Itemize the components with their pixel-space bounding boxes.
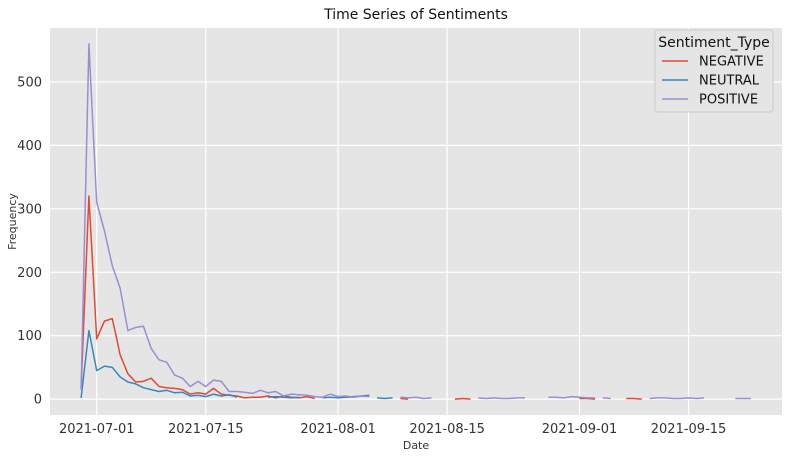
legend-item-negative: NEGATIVE bbox=[662, 55, 764, 70]
y-tick-label: 500 bbox=[17, 75, 42, 90]
legend: Sentiment_Type NEGATIVE NEUTRAL POSITIVE bbox=[654, 29, 774, 113]
x-tick-label: 2021-07-15 bbox=[168, 422, 244, 437]
series-line-negative bbox=[454, 397, 471, 400]
y-tick-label: 400 bbox=[17, 139, 42, 154]
legend-label: NEGATIVE bbox=[699, 55, 764, 70]
series-line-positive bbox=[602, 397, 611, 400]
series-line-positive bbox=[649, 397, 705, 400]
legend-item-neutral: NEUTRAL bbox=[662, 74, 760, 89]
y-tick-label: 0 bbox=[34, 393, 42, 408]
series-line-positive bbox=[478, 397, 525, 400]
y-axis-title: Frequency bbox=[6, 193, 19, 250]
series-line-neutral bbox=[267, 395, 300, 399]
x-axis-title: Date bbox=[403, 439, 430, 452]
series-line-neutral bbox=[377, 397, 393, 400]
x-axis-ticks: 2021-07-01 2021-07-15 2021-08-01 2021-08-15… bbox=[59, 422, 726, 437]
y-tick-label: 300 bbox=[17, 202, 42, 217]
series-line-positive bbox=[548, 395, 596, 399]
series-line-negative bbox=[80, 195, 315, 400]
series-line-neutral bbox=[80, 329, 238, 398]
x-tick-label: 2021-09-15 bbox=[651, 422, 727, 437]
legend-box bbox=[654, 29, 774, 113]
grid-lines bbox=[50, 28, 782, 415]
series-line-positive bbox=[400, 396, 432, 400]
x-tick-label: 2021-08-01 bbox=[300, 422, 376, 437]
series-positive bbox=[80, 43, 751, 400]
chart-title: Time Series of Sentiments bbox=[323, 7, 508, 23]
legend-item-positive: POSITIVE bbox=[662, 93, 758, 108]
x-tick-label: 2021-09-01 bbox=[542, 422, 618, 437]
x-tick-label: 2021-08-15 bbox=[409, 422, 485, 437]
y-axis-ticks: 0 100 200 300 400 500 bbox=[17, 75, 42, 407]
series-line-positive bbox=[80, 43, 370, 398]
series-line-negative bbox=[400, 397, 409, 400]
legend-label: POSITIVE bbox=[699, 93, 758, 108]
series-lines bbox=[80, 43, 751, 400]
legend-label: NEUTRAL bbox=[699, 74, 760, 89]
y-tick-label: 100 bbox=[17, 329, 42, 344]
legend-title: Sentiment_Type bbox=[658, 35, 770, 51]
x-tick-label: 2021-07-01 bbox=[59, 422, 135, 437]
y-tick-label: 200 bbox=[17, 266, 42, 281]
series-line-negative bbox=[626, 397, 642, 400]
